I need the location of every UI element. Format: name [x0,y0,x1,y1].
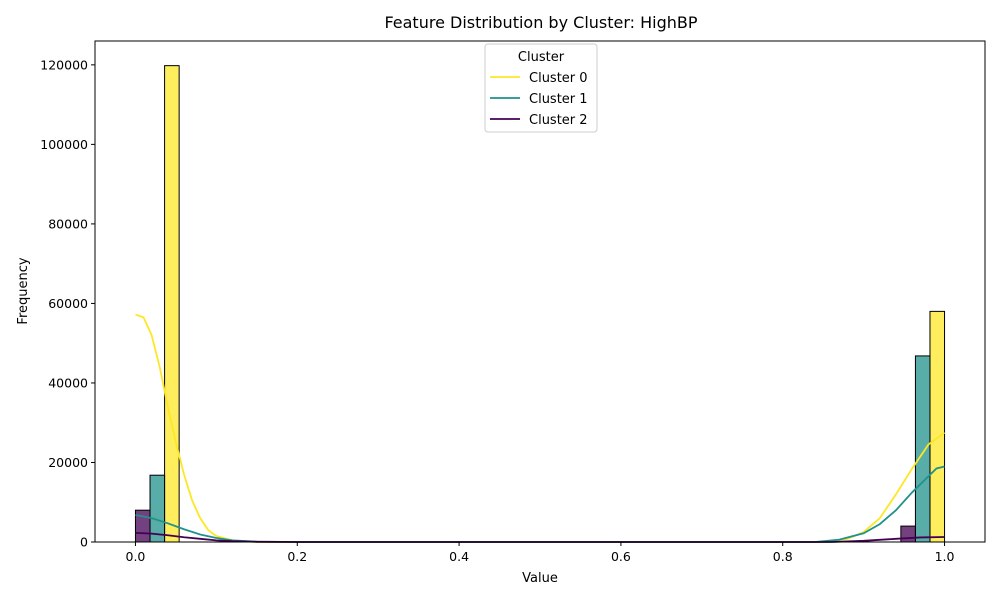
y-tick-label: 20000 [48,455,88,470]
y-tick-label: 60000 [48,296,88,311]
x-tick-label: 0.8 [773,549,793,564]
legend: Cluster Cluster 0 Cluster 1 Cluster 2 [484,43,598,133]
legend-label-cluster-0: Cluster 0 [529,71,588,86]
kde-line-cluster-0 [135,313,946,543]
bar-cluster-0-1 [929,310,946,543]
kde-layer [135,313,946,543]
bar-cluster-2-1 [900,525,916,543]
y-tick-label: 100000 [40,137,88,152]
legend-box [484,43,598,133]
y-axis: 0 20000 40000 60000 80000 100000 120000 [40,57,95,550]
bars-layer [134,65,946,543]
y-tick-label: 40000 [48,375,88,390]
legend-title: Cluster [518,50,565,65]
kde-line-cluster-1 [135,465,945,543]
legend-label-cluster-2: Cluster 2 [529,113,588,128]
y-tick-label: 80000 [48,216,88,231]
bar-cluster-0-0 [164,65,180,543]
bar-cluster-1-0 [149,474,166,543]
y-tick-label: 0 [80,535,88,550]
bar-cluster-1-1 [914,355,931,543]
y-axis-title: Frequency [16,257,31,324]
x-axis-title: Value [522,571,558,586]
x-tick-label: 0.2 [287,549,307,564]
plot-frame [94,40,986,543]
x-tick-label: 0.4 [449,549,469,564]
x-tick-label: 0.6 [611,549,631,564]
legend-label-cluster-1: Cluster 1 [529,92,588,107]
legend-entries: Cluster 0 Cluster 1 Cluster 2 [490,71,588,128]
x-axis: 0.0 0.2 0.4 0.6 0.8 1.0 [126,542,955,564]
chart-title: Feature Distribution by Cluster: HighBP [384,13,697,32]
x-tick-label: 0.0 [126,549,146,564]
y-tick-label: 120000 [40,57,88,72]
x-tick-label: 1.0 [935,549,955,564]
